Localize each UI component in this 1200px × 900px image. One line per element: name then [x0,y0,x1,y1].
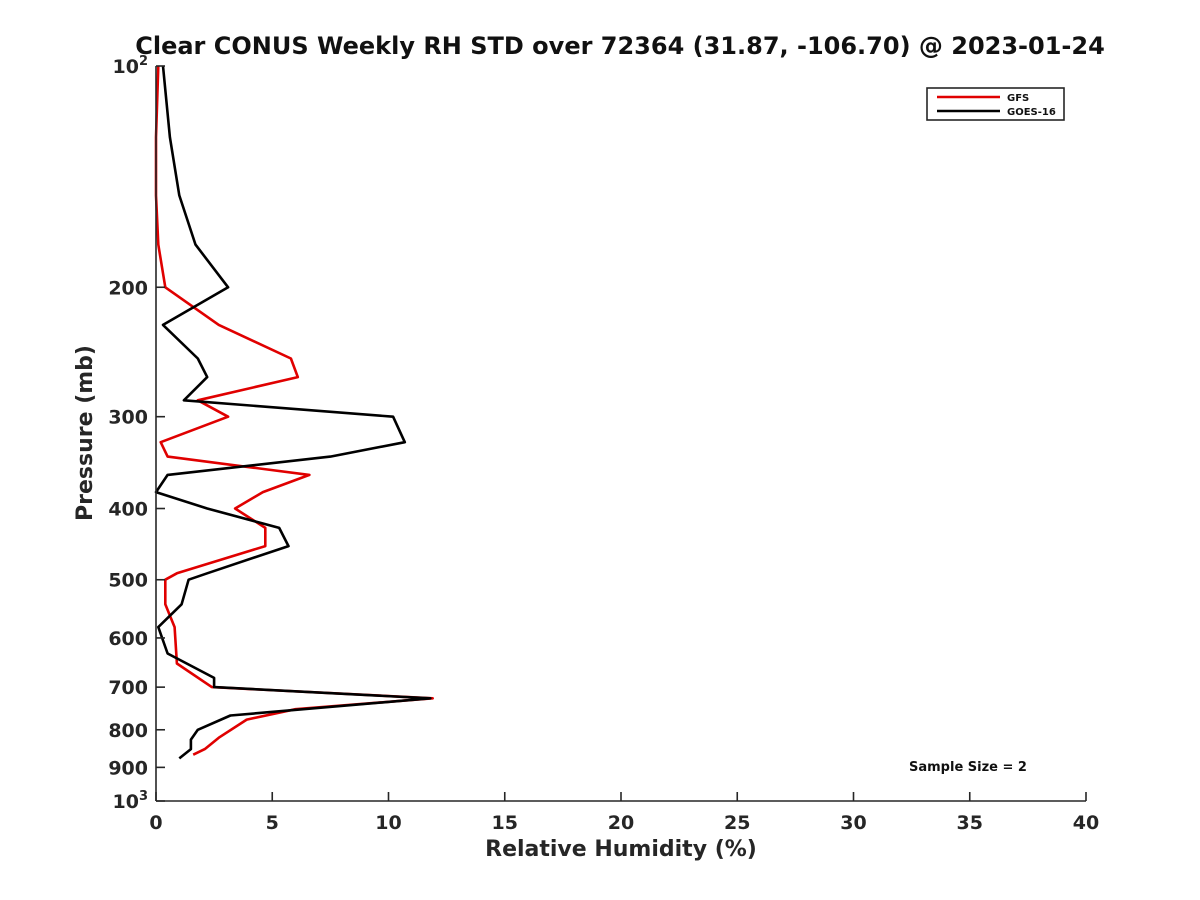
y-tick-label-base: 700 [108,677,148,699]
x-tick-label: 25 [724,812,750,834]
y-tick-label-base: 400 [108,499,148,521]
y-tick-label: 200 [108,277,148,299]
y-tick-label: 103 [113,789,149,813]
series-line-gfs [154,65,435,756]
x-tick-label: 30 [840,812,866,834]
y-axis-label: Pressure (mb) [73,345,98,521]
y-tick-label: 300 [108,407,148,429]
y-tick-label: 600 [108,628,148,650]
y-tick-label-base: 500 [108,570,148,592]
x-tick-label: 5 [266,812,279,834]
x-tick-label: 35 [957,812,983,834]
y-tick-label-base: 200 [108,277,148,299]
y-tick-label: 400 [108,499,148,521]
y-tick-label: 900 [108,757,148,779]
y-tick-label-base: 900 [108,757,148,779]
y-tick-label: 800 [108,720,148,742]
x-ticks: 0 5 10 15 20 25 30 35 40 [149,792,1099,834]
legend: GFS GOES-16 [926,87,1065,121]
y-tick-label-exponent: 3 [139,789,148,804]
y-tick-label-base: 300 [108,407,148,429]
y-tick-label: 102 [113,54,149,78]
y-tick-label: 500 [108,570,148,592]
y-tick-label-base: 10 [113,791,139,813]
y-tick-label-base: 10 [113,56,139,78]
x-tick-label: 0 [149,812,162,834]
x-axis-label: Relative Humidity (%) [485,837,757,862]
y-tick-label-exponent: 2 [139,54,148,69]
y-tick-label-base: 600 [108,628,148,650]
sample-size-annotation: Sample Size = 2 [909,760,1027,775]
x-tick-label: 10 [375,812,401,834]
x-tick-label: 40 [1073,812,1099,834]
chart-title: Clear CONUS Weekly RH STD over 72364 (31… [135,32,1105,60]
plot-area [154,65,435,760]
y-tick-label: 700 [108,677,148,699]
legend-label: GFS [1007,93,1029,104]
legend-box [926,87,1065,121]
x-tick-label: 15 [492,812,518,834]
legend-label: GOES-16 [1007,107,1056,118]
x-tick-label: 20 [608,812,634,834]
series-line-goes-16 [154,65,432,760]
y-tick-label-base: 800 [108,720,148,742]
